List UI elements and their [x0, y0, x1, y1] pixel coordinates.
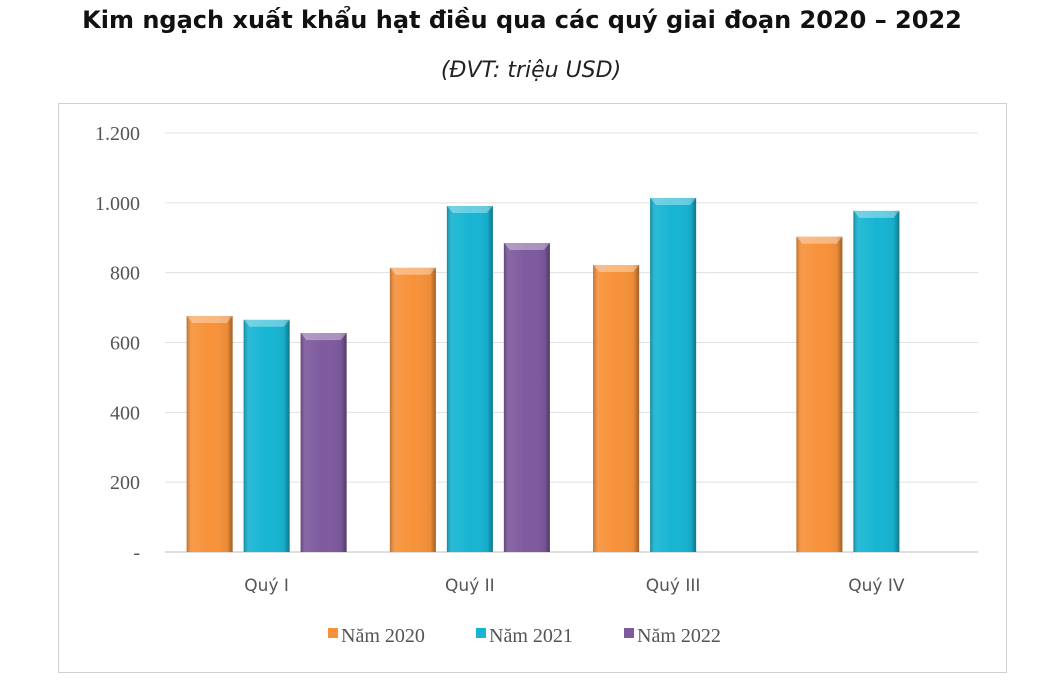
- x-tick-label: Quý III: [646, 576, 701, 596]
- legend-swatch: [476, 628, 486, 638]
- bar-shading: [650, 197, 697, 552]
- bar-bevel: [593, 264, 640, 272]
- bar-bevel: [503, 242, 550, 250]
- bar-shading: [243, 319, 290, 552]
- y-tick-label: 1.200: [95, 123, 140, 145]
- bar-shading: [389, 267, 436, 552]
- x-tick-label: Quý IV: [848, 576, 905, 596]
- bar-shading: [446, 205, 493, 552]
- y-tick-label: -: [133, 542, 140, 564]
- bar-bevel: [186, 315, 233, 323]
- bar-shading: [186, 315, 233, 552]
- legend-swatch: [624, 628, 634, 638]
- bar-shading: [593, 264, 640, 552]
- chart-frame: [58, 103, 1007, 673]
- bar-shading: [503, 242, 550, 553]
- bar-bevel: [853, 210, 900, 218]
- bar-bevel: [650, 197, 697, 205]
- y-tick-label: 1.000: [95, 193, 140, 215]
- bar-bevel: [389, 267, 436, 275]
- y-tick-label: 400: [110, 402, 140, 424]
- bar-bevel: [446, 205, 493, 213]
- y-tick-label: 800: [110, 263, 140, 285]
- legend-label: Năm 2020: [341, 625, 425, 647]
- y-tick-label: 600: [110, 333, 140, 355]
- bar-shading: [853, 210, 900, 552]
- x-tick-label: Quý I: [244, 576, 289, 596]
- y-tick-label: 200: [110, 472, 140, 494]
- x-tick-label: Quý II: [445, 576, 495, 596]
- bar-shading: [300, 333, 347, 552]
- legend-swatch: [328, 628, 338, 638]
- bar-shading: [796, 236, 843, 552]
- bar-bevel: [796, 236, 843, 244]
- bar-bevel: [300, 333, 347, 341]
- legend-label: Năm 2021: [489, 625, 573, 647]
- unit-subtitle: (ĐVT: triệu USD): [440, 58, 622, 83]
- page-title: Kim ngạch xuất khẩu hạt điều qua các quý…: [82, 6, 962, 34]
- legend-label: Năm 2022: [637, 625, 721, 647]
- bar-bevel: [243, 319, 290, 327]
